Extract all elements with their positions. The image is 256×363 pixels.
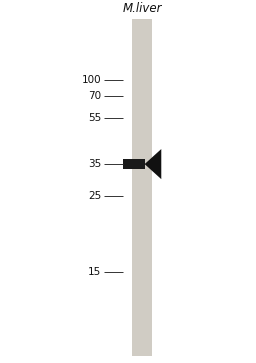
Bar [133, 19, 152, 356]
Polygon shape [145, 149, 161, 179]
Bar [123, 159, 145, 170]
Text: 15: 15 [88, 266, 101, 277]
Text: M.liver: M.liver [122, 3, 162, 15]
Text: 55: 55 [88, 113, 101, 122]
Text: 35: 35 [88, 159, 101, 169]
Text: 25: 25 [88, 191, 101, 201]
Text: 100: 100 [81, 75, 101, 85]
Text: 70: 70 [88, 91, 101, 101]
